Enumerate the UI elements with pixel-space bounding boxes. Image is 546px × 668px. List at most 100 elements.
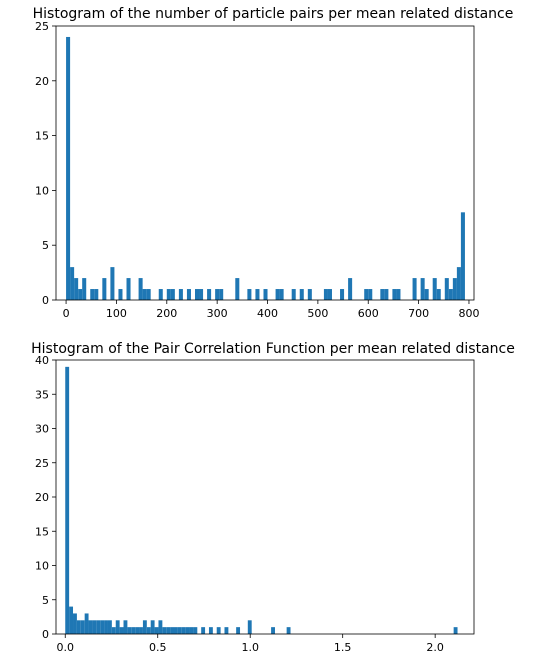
histogram-bar xyxy=(115,620,120,634)
histogram-bar xyxy=(78,289,83,300)
histogram-bar xyxy=(460,212,465,300)
histogram-bar xyxy=(178,289,183,300)
histogram-bar xyxy=(364,289,369,300)
y-tick-label: 5 xyxy=(42,594,49,607)
histogram-particle-pairs: Histogram of the number of particle pair… xyxy=(32,6,514,320)
histogram-bar xyxy=(70,267,75,300)
histogram-bar xyxy=(424,289,429,300)
x-tick-label: 800 xyxy=(458,307,479,320)
histogram-bar xyxy=(74,278,79,300)
x-tick-label: 100 xyxy=(106,307,127,320)
histogram-bar xyxy=(96,620,101,634)
x-tick-label: 2.0 xyxy=(426,641,444,654)
histogram-bar xyxy=(189,627,194,634)
histogram-bar xyxy=(82,278,87,300)
histogram-bar xyxy=(146,289,151,300)
histogram-bar xyxy=(396,289,401,300)
histogram-bar xyxy=(154,627,159,634)
histogram-bar xyxy=(138,278,143,300)
histogram-bar xyxy=(142,620,147,634)
histogram-bar xyxy=(271,627,275,634)
histogram-bar xyxy=(69,606,74,634)
histogram-bar xyxy=(456,267,461,300)
histogram-bar xyxy=(247,289,252,300)
x-tick-label: 700 xyxy=(408,307,429,320)
chart-title: Histogram of the Pair Correlation Functi… xyxy=(31,341,515,357)
histogram-bar xyxy=(384,289,389,300)
histogram-bar xyxy=(174,627,178,634)
histogram-bar xyxy=(158,289,163,300)
y-tick-label: 0 xyxy=(42,628,49,641)
y-tick-label: 25 xyxy=(35,20,49,33)
histogram-bar xyxy=(84,613,89,634)
histogram-bar xyxy=(201,627,206,634)
histogram-bar xyxy=(207,289,212,300)
x-tick-label: 500 xyxy=(307,307,328,320)
y-tick-label: 15 xyxy=(35,525,49,538)
histogram-bar xyxy=(275,289,280,300)
y-tick-label: 10 xyxy=(35,560,49,573)
histogram-bar xyxy=(392,289,397,300)
x-tick-label: 1.5 xyxy=(334,641,352,654)
histogram-bar xyxy=(452,278,457,300)
histogram-bar xyxy=(263,289,268,300)
histogram-bar xyxy=(162,627,167,634)
histogram-bar xyxy=(340,289,345,300)
histogram-bar xyxy=(436,289,441,300)
histogram-bar xyxy=(348,278,353,300)
histogram-bar xyxy=(199,289,204,300)
histogram-bar xyxy=(420,278,425,300)
histogram-bar xyxy=(412,278,417,300)
chart-plot: 0.0 0.5 1.0 1.5 2.0 0 5 10 15 20 25 30 35 40 xyxy=(35,354,475,654)
histogram-bar xyxy=(219,289,224,300)
histogram-pair-correlation: Histogram of the Pair Correlation Functi… xyxy=(0,334,546,668)
histogram-bar xyxy=(123,620,128,634)
chart-title: Histogram of the number of particle pair… xyxy=(32,6,514,22)
histogram-bar xyxy=(92,620,97,634)
y-tick-label: 30 xyxy=(35,423,49,436)
histogram-bar xyxy=(299,289,304,300)
y-tick-label: 35 xyxy=(35,388,49,401)
histogram-bar xyxy=(135,627,140,634)
histogram-bar xyxy=(119,627,124,634)
histogram-bar xyxy=(73,613,77,634)
histogram-bar xyxy=(286,627,291,634)
y-tick-label: 25 xyxy=(35,457,49,470)
histogram-bar xyxy=(444,278,449,300)
histogram-bar xyxy=(177,627,182,634)
histogram-bar xyxy=(235,278,240,300)
histogram-bar xyxy=(142,289,147,300)
y-tick-label: 10 xyxy=(35,184,49,197)
histogram-bar xyxy=(80,620,85,634)
histogram-bar xyxy=(307,289,312,300)
histogram-bar xyxy=(94,289,99,300)
histogram-bar xyxy=(107,620,112,634)
histogram-bar xyxy=(170,289,175,300)
plot-frame xyxy=(55,25,475,301)
histogram-bar xyxy=(118,289,123,300)
histogram-bar xyxy=(127,627,132,634)
histogram-bar xyxy=(195,289,200,300)
x-tick-label: 0.0 xyxy=(56,641,74,654)
histogram-bar xyxy=(88,620,93,634)
x-tick-label: 200 xyxy=(156,307,177,320)
histogram-bar xyxy=(65,366,70,634)
histogram-bar xyxy=(166,627,171,634)
histogram-bar xyxy=(111,627,116,634)
x-tick-label: 0.5 xyxy=(149,641,167,654)
histogram-bar xyxy=(76,620,81,634)
histogram-bar xyxy=(185,627,190,634)
x-tick-label: 600 xyxy=(358,307,379,320)
histogram-bar xyxy=(139,627,143,634)
histogram-bar xyxy=(66,36,71,301)
histogram-bar xyxy=(208,627,213,634)
histogram-bar xyxy=(323,289,328,300)
histogram-bar xyxy=(291,289,296,300)
histogram-bar xyxy=(453,627,458,634)
bars xyxy=(65,366,458,634)
x-tick-label: 1.0 xyxy=(241,641,259,654)
histogram-bar xyxy=(131,627,136,634)
histogram-bar xyxy=(448,289,453,300)
y-tick-label: 20 xyxy=(35,491,49,504)
histogram-bar xyxy=(90,289,95,300)
